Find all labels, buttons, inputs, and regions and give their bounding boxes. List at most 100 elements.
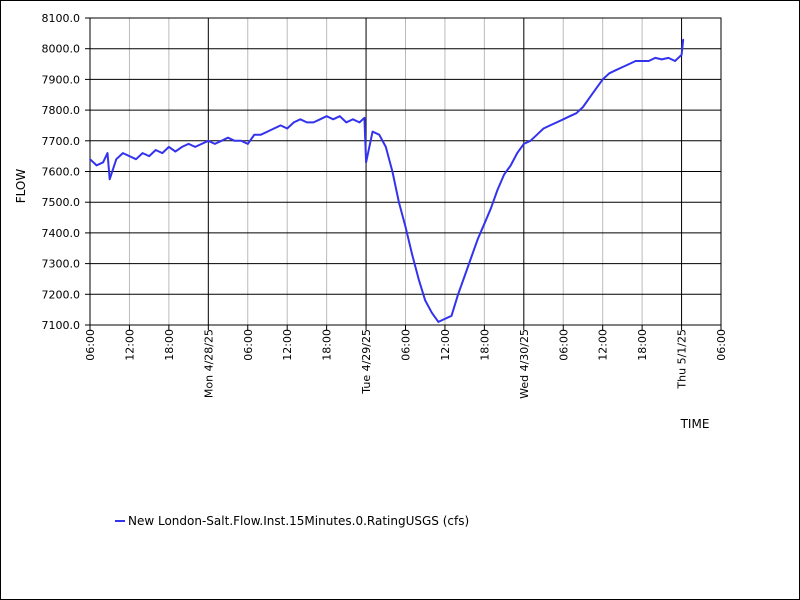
data-point (102, 161, 104, 164)
y-tick-labels: 7100.0 7200.0 7300.0 7400.0 7500.0 7600.0 7700… (42, 12, 90, 332)
legend-swatch (115, 520, 125, 522)
data-point (220, 140, 223, 142)
x-tick-label: 06:00 (84, 329, 97, 361)
data-point (654, 57, 657, 59)
data-point (227, 136, 229, 139)
data-point (470, 256, 473, 259)
data-point (207, 140, 210, 142)
y-tick-label: 7900.0 (42, 73, 81, 86)
data-point (595, 87, 597, 90)
data-point (575, 112, 578, 114)
data-point (444, 318, 446, 320)
data-point (240, 140, 242, 142)
data-point (312, 121, 315, 124)
y-tick-label: 7100.0 (42, 319, 81, 332)
data-point (141, 152, 144, 154)
data-point (214, 143, 216, 145)
data-point (128, 155, 131, 157)
data-point (601, 78, 604, 81)
y-tick-label: 7200.0 (42, 288, 81, 301)
x-tick-label: 18:00 (321, 329, 334, 361)
data-point (503, 173, 505, 176)
x-tick-labels: 06:00 12:00 18:00 Mon 4/28/25 06:00 12:00 18:0… (84, 325, 728, 399)
data-point (319, 118, 321, 121)
legend: New London-Salt.Flow.Inst.15Minutes.0.Ra… (115, 514, 469, 528)
data-point (588, 97, 591, 99)
data-point (306, 121, 308, 124)
data-point (115, 158, 118, 161)
data-point (384, 146, 387, 148)
x-tick-label: 12:00 (439, 329, 452, 361)
data-point (674, 60, 676, 62)
y-tick-label: 7600.0 (42, 166, 81, 179)
grid (89, 17, 722, 326)
data-point (363, 116, 366, 119)
data-point (89, 158, 91, 161)
data-point (628, 63, 630, 65)
x-tick-label: 06:00 (400, 329, 413, 361)
data-point (608, 72, 611, 75)
data-point (483, 222, 486, 225)
data-point (398, 201, 400, 203)
data-point (529, 140, 532, 142)
data-point (647, 60, 650, 62)
data-point (463, 275, 466, 277)
y-tick-label: 7500.0 (42, 196, 81, 209)
data-point (621, 66, 624, 68)
data-point (273, 127, 275, 130)
data-point (352, 118, 354, 121)
data-point (634, 60, 637, 62)
data-point (253, 133, 256, 136)
data-point (200, 143, 203, 145)
x-tick-label: Tue 4/29/25 (360, 329, 373, 395)
data-point (148, 155, 150, 157)
data-point (562, 118, 565, 121)
data-point (661, 58, 663, 61)
data-point (430, 311, 433, 314)
y-tick-label: 7800.0 (42, 104, 81, 117)
data-point (682, 38, 685, 41)
data-point (424, 299, 427, 302)
data-point (106, 152, 109, 154)
data-point (181, 146, 183, 148)
y-tick-label: 8000.0 (42, 43, 81, 56)
x-tick-label: 06:00 (557, 329, 570, 361)
data-point (450, 314, 453, 317)
data-point (680, 54, 683, 56)
data-point (168, 146, 170, 148)
x-tick-label: Wed 4/30/25 (518, 329, 531, 399)
data-point (437, 321, 440, 323)
data-point (135, 158, 137, 161)
data-point (338, 115, 341, 118)
x-tick-label: 12:00 (281, 329, 294, 361)
data-point (457, 293, 459, 296)
x-tick-label: Thu 5/1/25 (676, 329, 689, 390)
data-point (161, 152, 164, 154)
x-tick-label: 18:00 (478, 329, 491, 361)
data-point (345, 121, 348, 124)
data-point (536, 133, 538, 136)
data-point (542, 127, 545, 130)
data-point (417, 278, 420, 280)
y-tick-label: 8100.0 (42, 12, 81, 25)
data-point (233, 140, 236, 142)
data-point (582, 106, 584, 108)
data-point (174, 150, 177, 153)
data-point (187, 143, 190, 145)
series-line (89, 39, 685, 323)
data-point (122, 152, 124, 154)
data-point (569, 115, 571, 118)
data-point (279, 124, 282, 127)
data-point (391, 170, 394, 173)
series-line-group (89, 38, 685, 323)
x-tick-label: 12:00 (123, 329, 136, 361)
data-point (516, 152, 519, 154)
data-point (95, 164, 98, 167)
data-point (411, 253, 413, 256)
data-point (299, 118, 302, 121)
x-axis-title: TIME (680, 417, 710, 431)
x-tick-label: 06:00 (242, 329, 255, 361)
data-point (555, 121, 558, 124)
data-point (496, 189, 499, 191)
